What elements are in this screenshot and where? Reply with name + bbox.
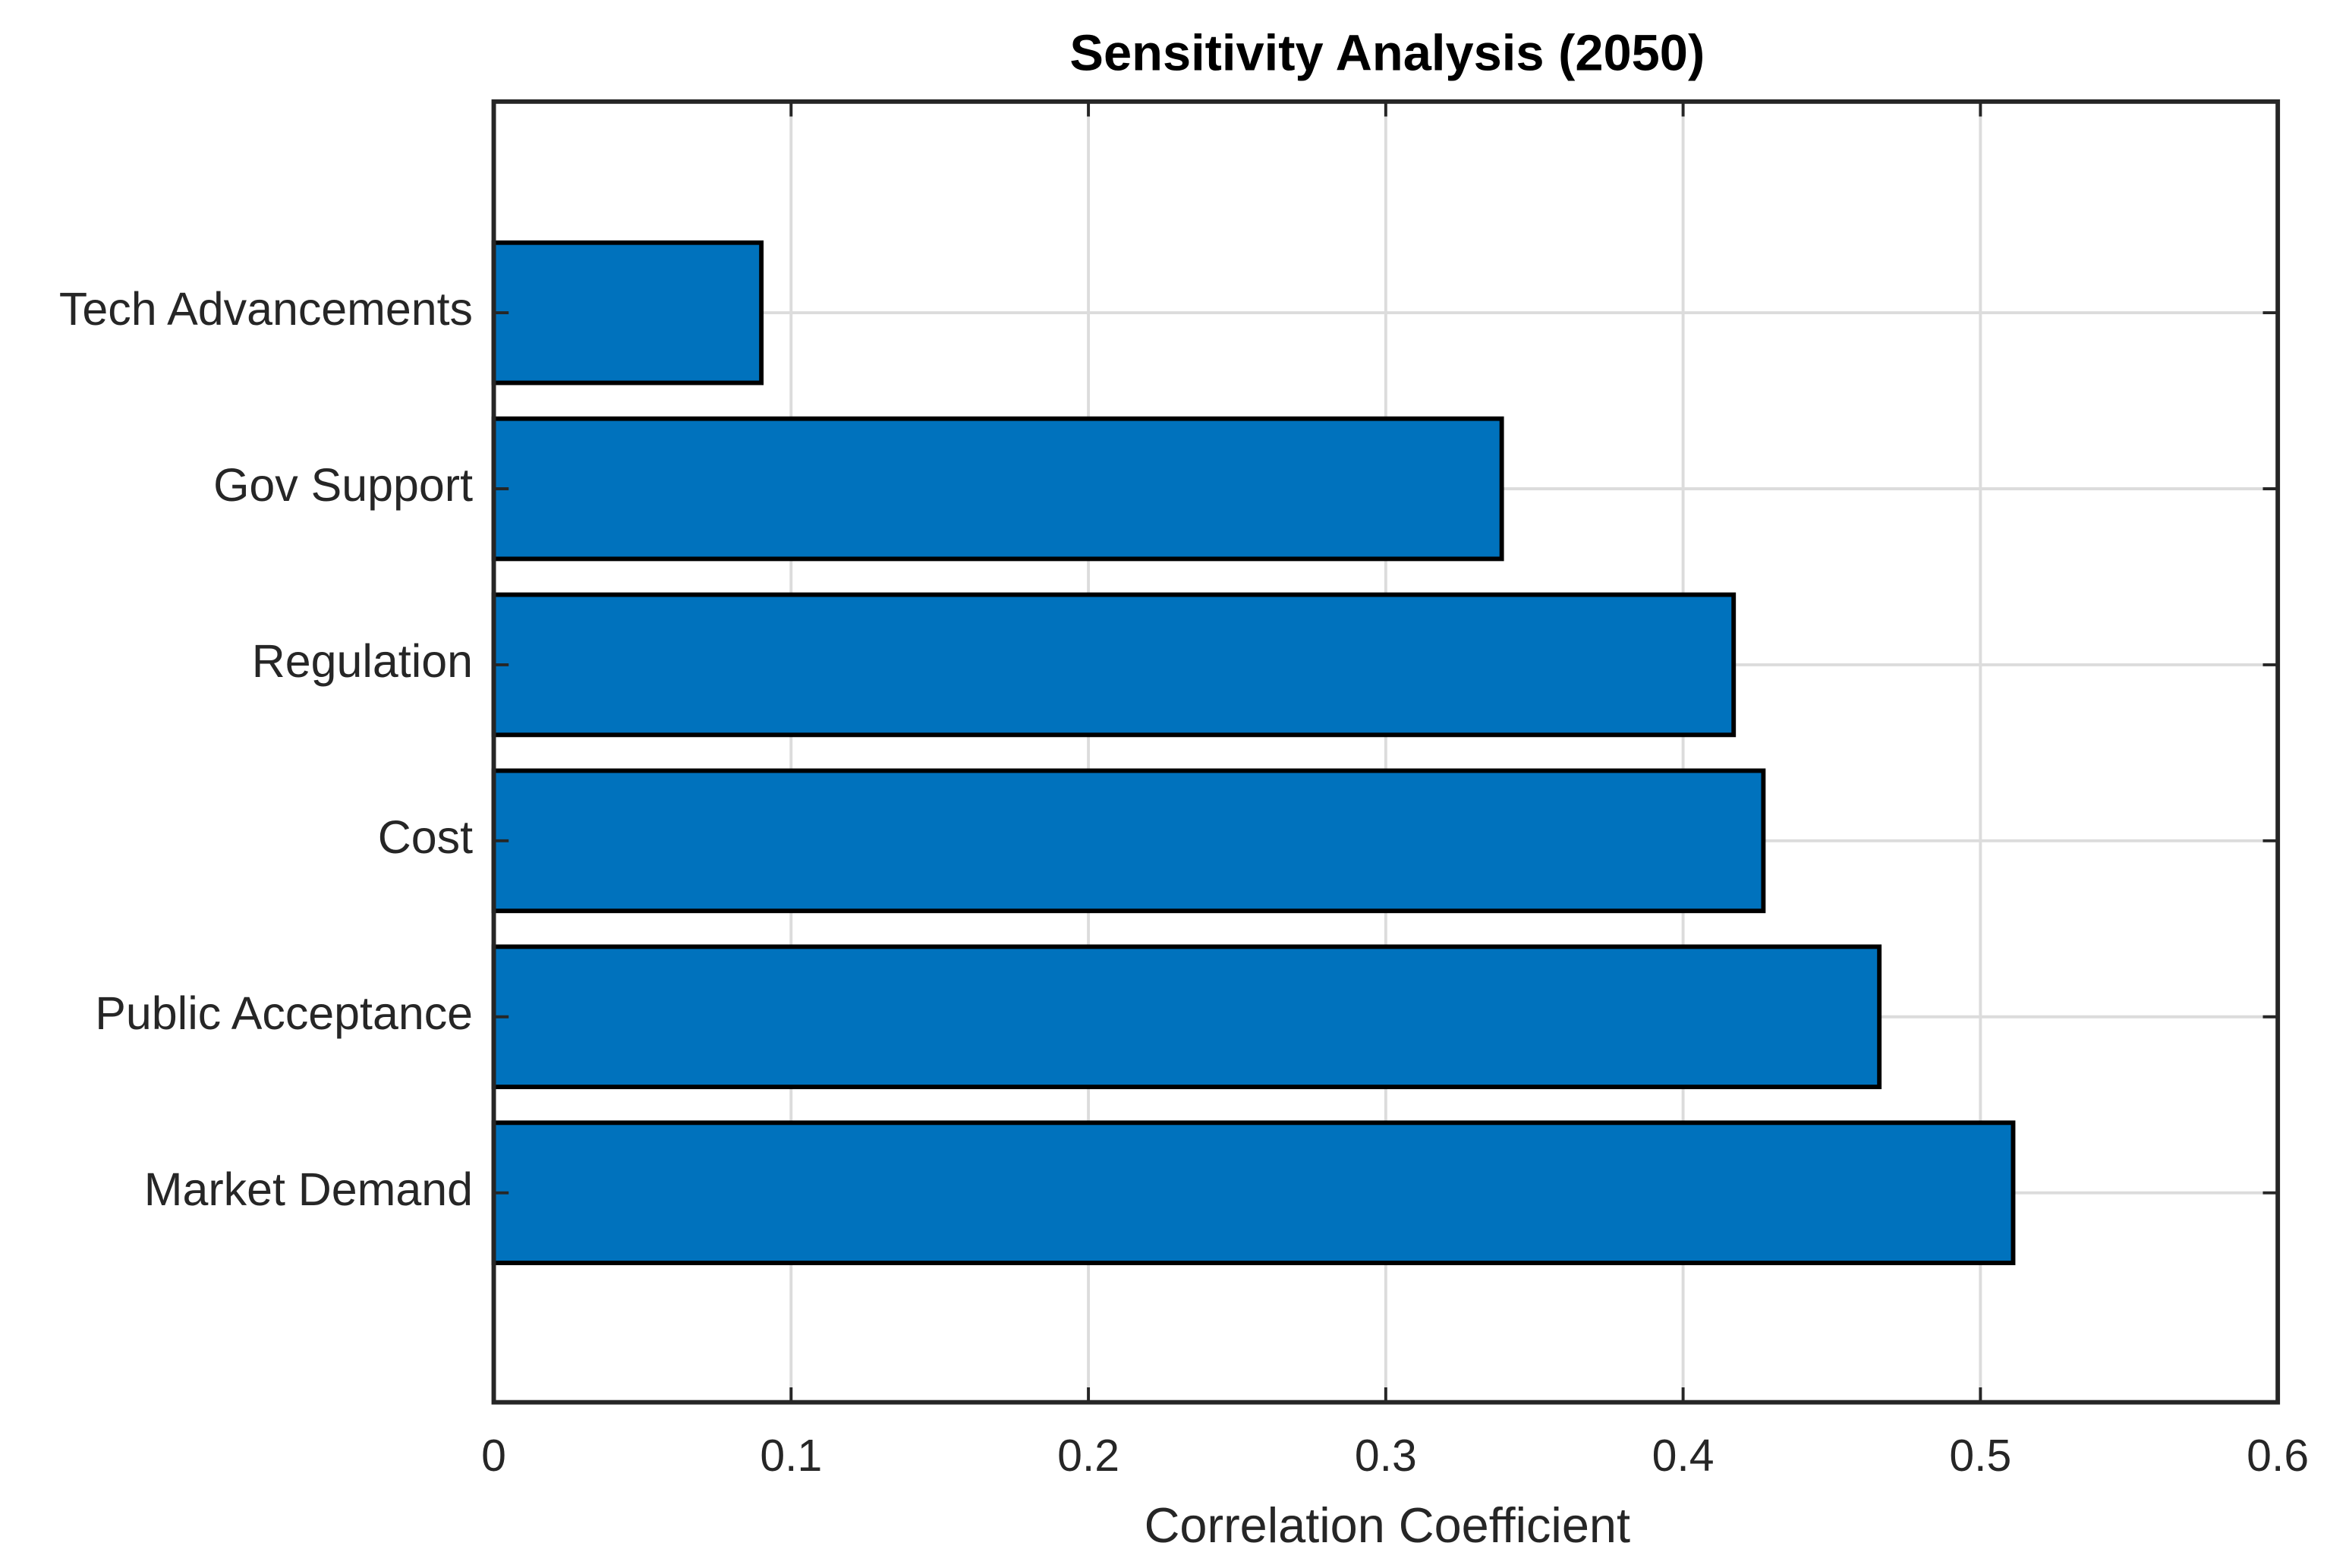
bar (491, 240, 764, 386)
plot-frame (491, 99, 2281, 1405)
bar (491, 416, 1504, 562)
bar (491, 768, 1766, 914)
x-tick-label: 0.1 (760, 1431, 822, 1481)
bar (491, 944, 1882, 1090)
chart-title: Sensitivity Analysis (2050) (1069, 26, 1705, 82)
x-tick-label: 0.5 (1949, 1431, 2011, 1481)
axes: 0 0.1 0.2 0.3 0.4 0.5 0.6 Market Demand Public A… (59, 99, 2309, 1481)
y-tick-label: Market Demand (144, 1163, 473, 1215)
bars (491, 240, 2016, 1265)
x-tick-label: 0.2 (1057, 1431, 1119, 1481)
bar (491, 592, 1737, 738)
bar (491, 1120, 2016, 1265)
y-tick-label: Tech Advancements (59, 283, 473, 335)
y-tick-label: Cost (378, 811, 473, 863)
x-tick-label: 0.3 (1355, 1431, 1417, 1481)
x-tick-label: 0 (481, 1431, 506, 1481)
x-axis-label: Correlation Coefficient (1145, 1497, 1630, 1553)
x-tick-label: 0.6 (2247, 1431, 2309, 1481)
y-tick-label: Gov Support (213, 459, 473, 511)
x-tick-label: 0.4 (1652, 1431, 1715, 1481)
y-tick-label: Public Acceptance (95, 987, 473, 1039)
y-tick-label: Regulation (252, 635, 473, 687)
